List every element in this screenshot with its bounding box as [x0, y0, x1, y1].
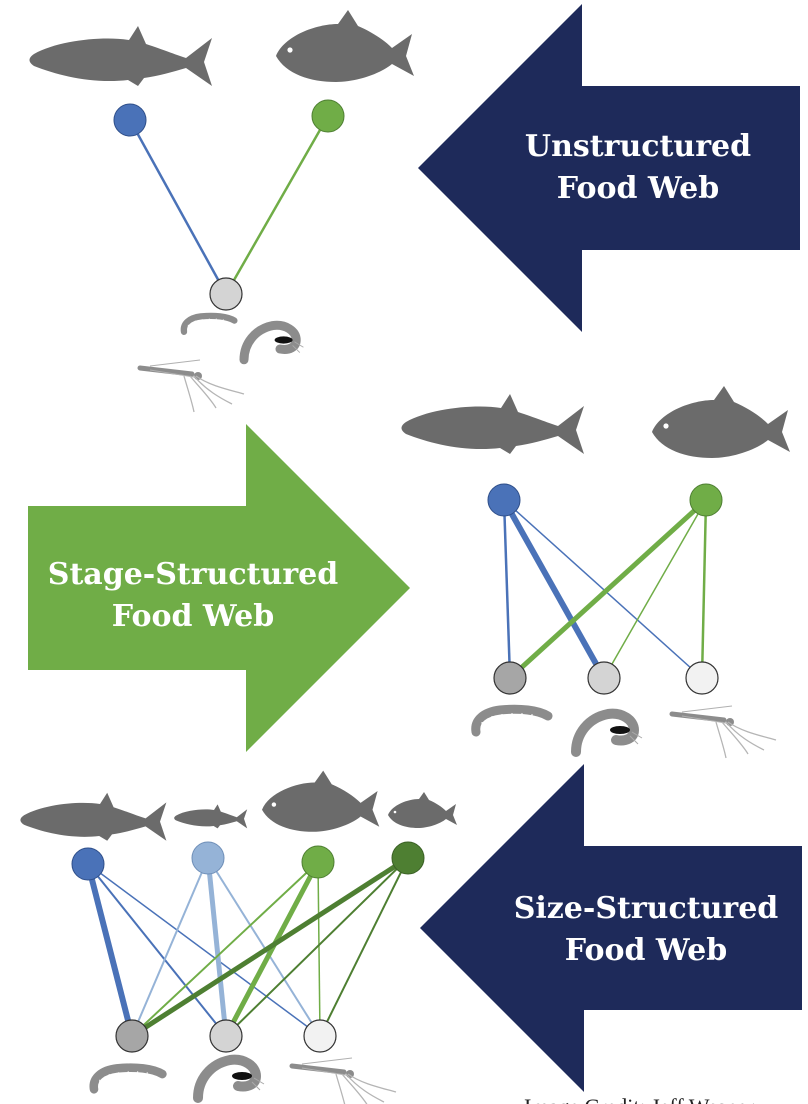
unstructured-arrow-line1: Unstructured: [525, 129, 751, 164]
link-largecarp-larva: [131, 861, 319, 1037]
unstructured-web: [29, 10, 414, 412]
size-structured-web: [20, 770, 457, 1104]
midge-adult-icon: [140, 360, 244, 412]
large-trout-icon: [20, 792, 167, 841]
stage-arrow-line2: Food Web: [112, 599, 274, 634]
link-carp-larva: [508, 498, 708, 680]
larva-node: [493, 661, 527, 695]
carp-node: [689, 483, 723, 517]
midge-pupa-icon: [198, 1060, 264, 1098]
link-carp-adult: [700, 499, 708, 679]
small-trout-node: [191, 841, 225, 875]
link-smallcarp-adult: [319, 857, 409, 1037]
size-arrow-line1: Size-Structured: [514, 891, 779, 926]
midge-pupa-icon: [576, 714, 642, 752]
adult-node: [303, 1019, 337, 1053]
large-carp-node: [301, 845, 335, 879]
link-trout-larva: [502, 499, 512, 679]
midge-adult-icon: [672, 706, 776, 758]
link-carp-pupa: [603, 499, 707, 679]
large-carp-icon: [262, 770, 380, 832]
size-structured-arrow: Size-Structured Food Web: [420, 764, 802, 1092]
link-smallcarp-larva: [130, 855, 410, 1039]
size-arrow-line2: Food Web: [565, 933, 727, 968]
link-smalltrout-adult: [207, 857, 321, 1037]
link-carp-prey: [224, 115, 330, 295]
midge-larva-icon: [94, 1068, 163, 1090]
larva-node: [115, 1019, 149, 1053]
link-largetrout-adult: [87, 863, 321, 1037]
stage-arrow-shape: [28, 424, 410, 752]
link-largetrout-larva: [85, 863, 135, 1037]
carp-node: [311, 99, 345, 133]
stage-structured-arrow: Stage-Structured Food Web: [28, 424, 410, 752]
link-trout-prey: [128, 119, 228, 295]
carp-icon: [276, 10, 414, 82]
stage-arrow-line1: Stage-Structured: [48, 557, 338, 592]
stage-structured-web: [401, 386, 790, 758]
midge-pupa-icon: [244, 325, 303, 359]
image-credit: Image Credit: Jeff Wesner: [524, 1094, 755, 1104]
size-arrow-shape: [420, 764, 802, 1092]
unstructured-arrow: Unstructured Food Web: [418, 4, 800, 332]
pupa-node: [587, 661, 621, 695]
trout-node: [487, 483, 521, 517]
carp-icon: [652, 386, 790, 458]
link-smallcarp-pupa: [225, 857, 409, 1037]
unstructured-arrow-shape: [418, 4, 800, 332]
unstructured-arrow-line2: Food Web: [557, 171, 719, 206]
link-smalltrout-larva: [131, 857, 209, 1037]
midge-larva-icon: [184, 316, 235, 332]
trout-icon: [401, 394, 584, 454]
trout-node: [113, 103, 147, 137]
adult-node: [685, 661, 719, 695]
prey-node: [209, 277, 243, 311]
link-largetrout-pupa: [87, 863, 227, 1037]
link-trout-adult: [503, 499, 703, 679]
midge-adult-icon: [292, 1058, 396, 1104]
link-trout-pupa: [501, 498, 607, 680]
pupa-node: [209, 1019, 243, 1053]
link-smalltrout-pupa: [205, 857, 229, 1037]
small-carp-icon: [388, 792, 457, 828]
small-carp-node: [391, 841, 425, 875]
link-largecarp-pupa: [223, 860, 321, 1038]
large-trout-node: [71, 847, 105, 881]
midge-larva-icon: [476, 709, 548, 732]
small-trout-icon: [174, 804, 248, 829]
trout-icon: [29, 26, 212, 86]
link-largecarp-adult: [317, 861, 321, 1037]
